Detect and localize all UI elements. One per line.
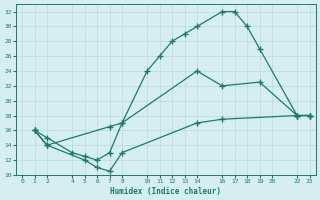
X-axis label: Humidex (Indice chaleur): Humidex (Indice chaleur) <box>110 187 221 196</box>
